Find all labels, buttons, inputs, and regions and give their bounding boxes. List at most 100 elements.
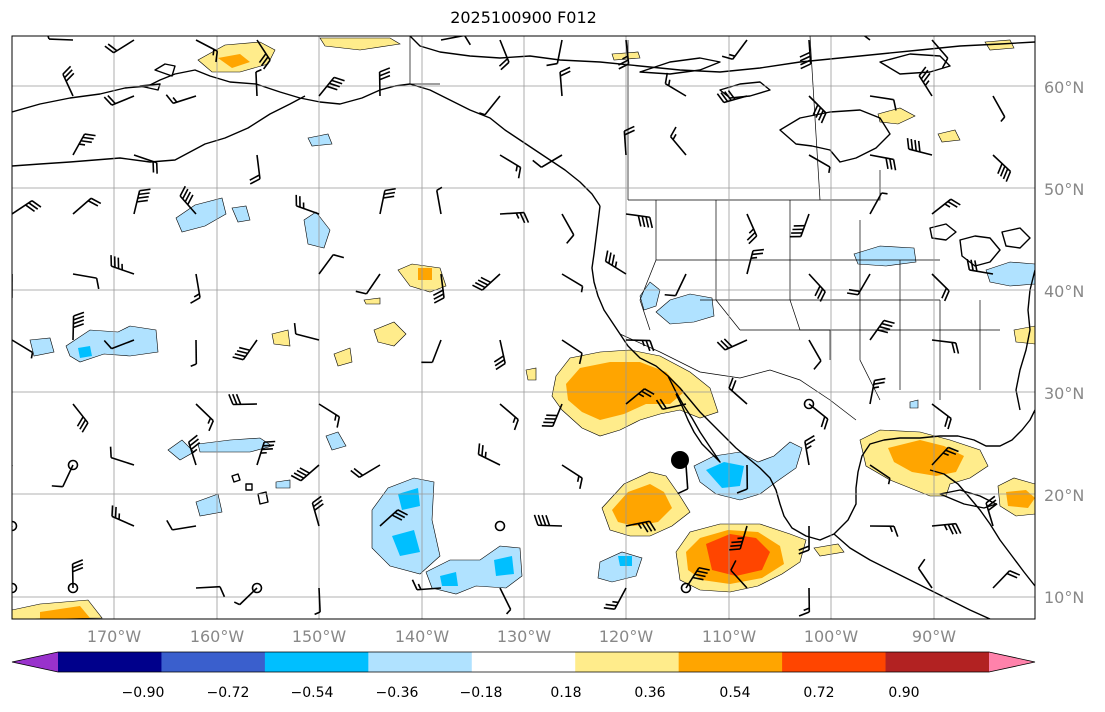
wind-barb-feather <box>819 291 826 302</box>
wind-barb-shaft <box>133 154 157 164</box>
wind-barb-feather <box>986 499 997 508</box>
wind-barb-feather <box>513 419 519 431</box>
wind-barb-feather <box>1002 168 1009 180</box>
wind-barb-feather <box>523 212 530 223</box>
wind-barb-feather <box>893 526 899 537</box>
wind-barb-feather <box>0 542 7 543</box>
wind-barb-feather <box>290 474 302 482</box>
wind-barb-feather <box>72 566 84 573</box>
wind-barb-feather <box>190 441 201 451</box>
wind-barb-feather <box>333 253 345 259</box>
wind-barb-feather <box>79 419 87 430</box>
wind-barb-feather <box>239 346 251 352</box>
wind-barb-feather <box>172 96 178 103</box>
wind-barb-feather <box>493 355 504 363</box>
wind-barb-feather <box>729 548 741 551</box>
wind-barb-shaft <box>499 403 519 421</box>
wind-barb-feather <box>579 477 583 489</box>
wind-barb-feather <box>231 393 238 405</box>
negative-anomaly-region <box>307 133 333 147</box>
wind-barb-feather <box>578 353 583 365</box>
wind-barb-feather <box>353 467 364 476</box>
wind-barb-shaft <box>552 403 563 427</box>
wind-barb-feather <box>87 200 99 207</box>
positive-anomaly-region <box>363 297 381 305</box>
wind-barb-feather <box>326 85 338 91</box>
colorbar-segment <box>575 652 680 672</box>
wind-barb-feather <box>12 294 13 295</box>
wind-barb-feather <box>924 80 930 86</box>
wind-barb-feather <box>947 524 954 535</box>
wind-barb-shaft <box>133 190 141 215</box>
wind-barb-feather <box>798 545 810 551</box>
wind-barb-feather <box>436 186 443 192</box>
wind-barb-shaft <box>431 339 442 363</box>
wind-barb-shaft <box>12 465 13 469</box>
colorbar-tick-labels: −0.90 −0.72 −0.54 −0.36 −0.18 0.18 0.36 … <box>122 685 920 701</box>
wind-barb-feather <box>624 129 635 136</box>
wind-barb-shaft <box>808 95 827 114</box>
wind-barb-feather <box>12 298 13 299</box>
wind-barb-feather <box>260 56 269 67</box>
negative-anomaly-region <box>231 205 251 223</box>
wind-barb-shaft <box>195 39 218 52</box>
wind-barb-feather <box>228 394 234 405</box>
wind-barb-shaft <box>256 39 271 61</box>
wind-barb-shaft <box>195 585 221 589</box>
wind-barb-feather <box>672 133 677 140</box>
negative-anomaly-region <box>909 399 919 409</box>
wind-barb-feather <box>1009 569 1021 576</box>
wind-barb-shaft <box>605 260 627 275</box>
wind-barb-feather <box>881 192 888 195</box>
wind-barb-feather <box>90 197 102 205</box>
lat-label-50n: 50°N <box>1044 180 1084 199</box>
calm-circle <box>12 520 18 532</box>
wind-barb-feather <box>179 185 186 197</box>
wind-barb-shaft <box>625 388 646 405</box>
wind-barb-feather <box>951 523 958 535</box>
wind-barb-shaft <box>869 95 894 101</box>
colorbar-segment <box>885 652 990 672</box>
wind-barb-feather <box>846 292 859 296</box>
wind-barb-feather <box>0 549 5 550</box>
wind-barb-shaft <box>379 190 386 215</box>
wind-barb-feather <box>207 417 212 424</box>
wind-barb-shaft <box>561 273 583 288</box>
wind-barb-feather <box>974 260 978 272</box>
wind-barb-feather <box>622 55 629 60</box>
wind-barb-feather <box>73 323 84 329</box>
wind-barb-feather <box>208 420 215 432</box>
wind-barb-feather <box>0 607 6 608</box>
wind-barb-feather <box>191 448 198 454</box>
wind-barb-shaft <box>478 453 501 466</box>
wind-barb-feather <box>941 57 949 69</box>
positive-anomaly-region <box>984 39 1015 51</box>
wind-barb-feather <box>255 68 262 73</box>
wind-barb-feather <box>296 469 308 477</box>
positive-anomaly-region <box>319 37 401 51</box>
wind-barb-feather <box>47 36 50 40</box>
wind-barb-shaft <box>746 250 754 275</box>
wind-barb-shaft <box>195 403 214 422</box>
wind-barb-shaft <box>111 515 135 527</box>
wind-barb-feather <box>692 576 704 581</box>
wind-barb-feather <box>648 520 657 531</box>
positive-anomaly-region <box>937 129 961 143</box>
wind-barb-feather <box>311 495 322 504</box>
wind-barb-shaft <box>917 567 933 589</box>
wind-barb-feather <box>72 559 84 565</box>
wind-barb-feather <box>249 174 260 181</box>
wind-barb-shaft <box>172 95 197 105</box>
wind-barb-feather <box>889 158 893 170</box>
wind-barb-shaft <box>732 39 748 60</box>
negative-anomaly-region <box>440 572 458 586</box>
wind-barb-feather <box>249 178 261 185</box>
wind-barb-shaft <box>869 192 883 215</box>
wind-barb-feather <box>109 446 112 458</box>
wind-barb-shaft <box>559 72 563 97</box>
wind-barb-feather <box>820 112 827 124</box>
wind-barb-feather <box>31 200 42 208</box>
wind-barb-shaft <box>674 273 687 297</box>
wind-barb-shaft <box>318 587 321 613</box>
wind-barb-feather <box>236 349 248 355</box>
